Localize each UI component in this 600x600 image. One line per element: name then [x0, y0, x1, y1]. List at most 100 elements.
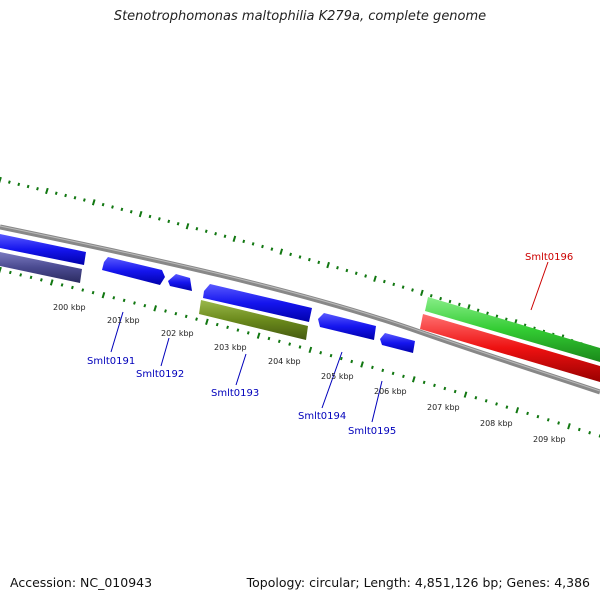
minor-tick: [336, 266, 339, 270]
minor-tick: [143, 303, 147, 308]
gene-feature-smlt0191[interactable]: [102, 257, 165, 285]
minor-tick: [429, 293, 433, 298]
minor-tick: [19, 273, 23, 277]
gene-label-smlt0191[interactable]: Smlt0191: [87, 356, 135, 367]
minor-tick: [401, 285, 405, 289]
minor-tick: [122, 298, 126, 303]
minor-tick: [364, 274, 368, 278]
leader-smlt0196: [530, 261, 549, 311]
kbp-label: 207 kbp: [427, 403, 460, 412]
major-tick: [205, 318, 209, 325]
minor-tick: [298, 255, 302, 259]
minor-tick: [101, 202, 105, 207]
minor-tick: [8, 270, 12, 275]
minor-tick: [557, 421, 561, 425]
minor-tick: [111, 205, 114, 209]
kbp-label: 204 kbp: [268, 357, 301, 366]
gene-feature-smlt0193-rev[interactable]: [199, 300, 308, 340]
major-tick: [101, 292, 106, 299]
minor-tick: [81, 288, 85, 292]
minor-tick: [439, 296, 443, 301]
minor-tick: [505, 405, 509, 409]
kbp-label: 209 kbp: [533, 435, 566, 444]
minor-tick: [319, 351, 323, 355]
minor-tick: [251, 242, 255, 246]
minor-tick: [317, 260, 321, 265]
minor-tick: [223, 234, 227, 238]
minor-tick: [526, 411, 529, 416]
minor-tick: [148, 214, 152, 219]
minor-tick: [588, 431, 592, 435]
minor-tick: [457, 302, 461, 307]
minor-tick: [289, 252, 293, 257]
gene-feature-smlt0196-green[interactable]: [425, 297, 600, 362]
minor-tick: [486, 311, 489, 315]
major-tick: [256, 332, 261, 339]
minor-tick: [73, 196, 77, 200]
minor-tick: [7, 180, 11, 184]
major-tick: [138, 210, 143, 218]
major-tick: [420, 289, 424, 297]
minor-tick: [598, 434, 600, 438]
minor-tick: [345, 268, 349, 273]
gene-label-smlt0194[interactable]: Smlt0194: [298, 411, 346, 422]
minor-tick: [133, 301, 136, 305]
minor-tick: [433, 383, 436, 388]
minor-tick: [577, 427, 581, 432]
minor-tick: [157, 217, 161, 221]
gene-feature-navy-left[interactable]: [0, 252, 82, 283]
minor-tick: [476, 308, 480, 313]
minor-tick: [215, 322, 219, 327]
major-tick: [0, 266, 2, 274]
minor-tick: [176, 222, 180, 226]
minor-tick: [91, 290, 95, 295]
gene-label-smlt0193[interactable]: Smlt0193: [211, 388, 259, 399]
minor-tick: [307, 257, 311, 262]
minor-tick: [484, 399, 488, 403]
major-tick: [232, 235, 237, 242]
minor-tick: [195, 226, 199, 231]
gene-feature-smlt0193[interactable]: [203, 284, 312, 322]
kbp-label: 206 kbp: [374, 387, 407, 396]
kbp-label: 203 kbp: [214, 343, 247, 352]
gene-feature-smlt0194[interactable]: [318, 313, 376, 340]
gene-feature-smlt0192[interactable]: [168, 274, 192, 291]
major-tick: [515, 407, 520, 414]
minor-tick: [164, 309, 167, 313]
minor-tick: [71, 285, 74, 290]
gene-feature-blue-left[interactable]: [0, 234, 86, 265]
outer-tick-ring: [0, 176, 600, 352]
leader-smlt0192: [160, 337, 170, 367]
minor-tick: [64, 193, 68, 198]
leader-smlt0194: [321, 351, 343, 409]
minor-tick: [392, 282, 396, 287]
minor-tick: [214, 231, 218, 236]
minor-tick: [82, 198, 86, 202]
minor-tick: [246, 331, 250, 335]
gene-feature-smlt0196-red[interactable]: [420, 314, 600, 382]
minor-tick: [277, 339, 281, 344]
minor-tick: [184, 314, 188, 319]
minor-tick: [174, 311, 178, 316]
major-tick: [360, 361, 364, 368]
genome-backbone-highlight: [0, 225, 600, 392]
minor-tick: [382, 279, 386, 284]
minor-tick: [536, 414, 540, 419]
minor-tick: [402, 374, 405, 379]
minor-tick: [354, 271, 358, 275]
gene-feature-smlt0195[interactable]: [380, 333, 415, 353]
major-tick: [91, 199, 96, 206]
minor-tick: [381, 368, 385, 373]
gene-label-smlt0195[interactable]: Smlt0195: [348, 426, 396, 437]
minor-tick: [422, 380, 426, 385]
minor-tick: [29, 275, 33, 280]
minor-tick: [391, 371, 395, 376]
major-tick: [567, 423, 571, 430]
gene-label-smlt0196[interactable]: Smlt0196: [525, 252, 573, 263]
major-tick: [308, 346, 313, 354]
gene-label-smlt0192[interactable]: Smlt0192: [136, 369, 184, 380]
minor-tick: [495, 402, 498, 406]
topology-text: Topology: circular; Length: 4,851,126 bp…: [246, 575, 590, 590]
kbp-label: 200 kbp: [53, 303, 86, 312]
